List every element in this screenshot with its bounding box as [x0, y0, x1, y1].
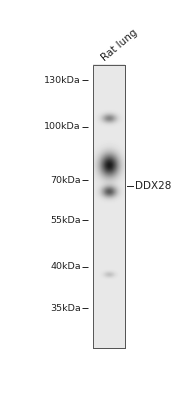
Bar: [93, 65, 125, 348]
Text: 35kDa: 35kDa: [50, 304, 81, 313]
Text: 55kDa: 55kDa: [50, 216, 81, 225]
Text: 130kDa: 130kDa: [44, 76, 81, 85]
Text: 40kDa: 40kDa: [50, 262, 81, 271]
Bar: [93, 65, 125, 348]
Text: 100kDa: 100kDa: [44, 122, 81, 131]
Text: 70kDa: 70kDa: [50, 176, 81, 185]
Text: DDX28: DDX28: [135, 181, 171, 191]
Text: Rat lung: Rat lung: [100, 27, 139, 63]
